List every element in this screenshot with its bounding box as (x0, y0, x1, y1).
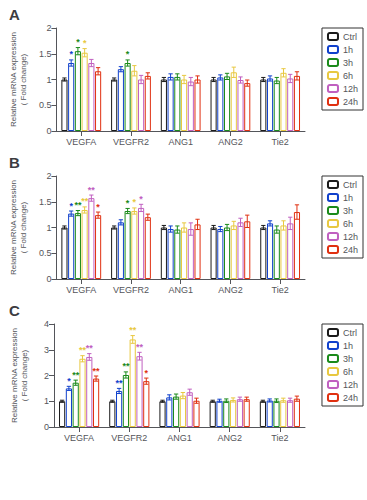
svg-text:Ctrl: Ctrl (343, 328, 357, 338)
svg-text:VEGFR2: VEGFR2 (113, 285, 149, 295)
svg-text:1: 1 (44, 396, 49, 406)
svg-text:24h: 24h (343, 245, 358, 255)
svg-text:6h: 6h (343, 71, 353, 81)
svg-text:Tie2: Tie2 (272, 137, 289, 147)
svg-text:( Fold change): ( Fold change) (19, 53, 28, 105)
svg-text:**: ** (88, 185, 96, 195)
svg-text:Relative mRNA expression: Relative mRNA expression (9, 32, 18, 127)
svg-text:Relative mRNA expression: Relative mRNA expression (9, 180, 18, 275)
svg-text:VEGFA: VEGFA (66, 137, 96, 147)
svg-text:VEGFA: VEGFA (66, 285, 96, 295)
svg-text:**: ** (116, 378, 124, 388)
svg-text:**: ** (72, 370, 80, 380)
svg-text:24h: 24h (343, 97, 358, 107)
svg-text:1.5: 1.5 (39, 197, 52, 207)
svg-text:1h: 1h (343, 45, 353, 55)
svg-text:1h: 1h (343, 341, 353, 351)
svg-text:3h: 3h (343, 206, 353, 216)
svg-text:**: ** (122, 361, 130, 371)
svg-text:A: A (9, 6, 20, 23)
svg-text:3h: 3h (343, 58, 353, 68)
svg-text:ANG2: ANG2 (217, 433, 242, 443)
svg-text:*: * (139, 194, 143, 204)
svg-text:1: 1 (46, 223, 51, 233)
svg-text:ANG1: ANG1 (168, 137, 193, 147)
svg-text:3: 3 (44, 345, 49, 355)
svg-text:C: C (9, 302, 20, 319)
svg-text:VEGFA: VEGFA (64, 433, 94, 443)
svg-text:*: * (145, 368, 149, 378)
svg-text:**: ** (86, 343, 94, 353)
svg-text:Tie2: Tie2 (272, 285, 289, 295)
svg-text:VEGFR2: VEGFR2 (113, 137, 149, 147)
svg-text:Ctrl: Ctrl (343, 32, 357, 42)
svg-text:*: * (126, 49, 130, 59)
svg-text:2: 2 (46, 23, 51, 33)
svg-text:0.5: 0.5 (39, 100, 52, 110)
svg-text:24h: 24h (343, 393, 358, 403)
svg-text:VEGFR2: VEGFR2 (111, 433, 147, 443)
svg-text:ANG2: ANG2 (218, 137, 243, 147)
svg-text:*: * (69, 49, 73, 59)
svg-text:12h: 12h (343, 84, 358, 94)
svg-text:6h: 6h (343, 219, 353, 229)
svg-text:*: * (67, 376, 71, 386)
svg-text:2: 2 (46, 171, 51, 181)
svg-text:*: * (69, 201, 73, 211)
svg-text:**: ** (93, 366, 101, 376)
svg-text:B: B (9, 154, 20, 171)
svg-text:*: * (76, 37, 80, 47)
svg-text:1.5: 1.5 (39, 49, 52, 59)
svg-text:3h: 3h (343, 354, 353, 364)
svg-text:( Fold change): ( Fold change) (19, 201, 28, 253)
svg-text:*: * (133, 197, 137, 207)
svg-text:Tie2: Tie2 (271, 433, 288, 443)
svg-text:0: 0 (46, 126, 51, 136)
svg-text:12h: 12h (343, 380, 358, 390)
svg-text:Relative mRNA expression: Relative mRNA expression (10, 328, 19, 423)
svg-text:ANG2: ANG2 (218, 285, 243, 295)
svg-text:0: 0 (46, 274, 51, 284)
svg-text:1h: 1h (343, 193, 353, 203)
svg-text:*: * (83, 38, 87, 48)
svg-text:6h: 6h (343, 367, 353, 377)
svg-text:4: 4 (44, 319, 49, 329)
svg-text:**: ** (129, 325, 137, 335)
svg-text:Ctrl: Ctrl (343, 180, 357, 190)
svg-text:0.5: 0.5 (39, 248, 52, 258)
svg-text:**: ** (136, 342, 144, 352)
svg-text:1: 1 (46, 75, 51, 85)
svg-text:2: 2 (44, 371, 49, 381)
svg-text:12h: 12h (343, 232, 358, 242)
svg-text:*: * (96, 202, 100, 212)
svg-text:*: * (126, 198, 130, 208)
svg-text:( Fold change): ( Fold change) (20, 349, 29, 401)
svg-text:ANG1: ANG1 (167, 433, 192, 443)
svg-text:ANG1: ANG1 (168, 285, 193, 295)
svg-text:**: ** (81, 196, 89, 206)
svg-text:0: 0 (44, 422, 49, 432)
